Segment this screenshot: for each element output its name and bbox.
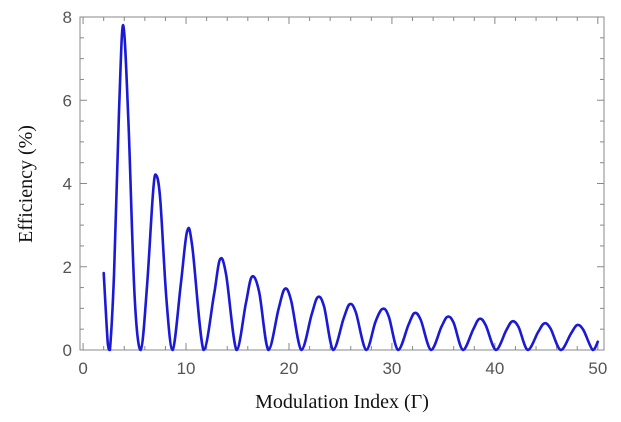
y-tick-label: 2: [63, 258, 72, 277]
x-tick-label: 0: [78, 359, 87, 378]
x-tick-label: 20: [280, 359, 299, 378]
axis-ticks: [80, 16, 604, 351]
y-tick-label: 0: [63, 341, 72, 360]
x-tick-label: 50: [588, 359, 607, 378]
tick-labels: 0 10 20 30 40 50 0 2 4 6 8: [63, 8, 608, 378]
x-tick-label: 40: [485, 359, 504, 378]
y-tick-label: 4: [63, 175, 72, 194]
y-axis-title: Efficiency (%): [15, 125, 37, 243]
y-tick-label: 6: [63, 91, 72, 110]
x-tick-label: 10: [177, 359, 196, 378]
y-tick-label: 8: [63, 8, 72, 27]
x-tick-label: 30: [382, 359, 401, 378]
x-axis-title: Modulation Index (Γ): [255, 391, 429, 413]
efficiency-series-line: [102, 23, 600, 352]
